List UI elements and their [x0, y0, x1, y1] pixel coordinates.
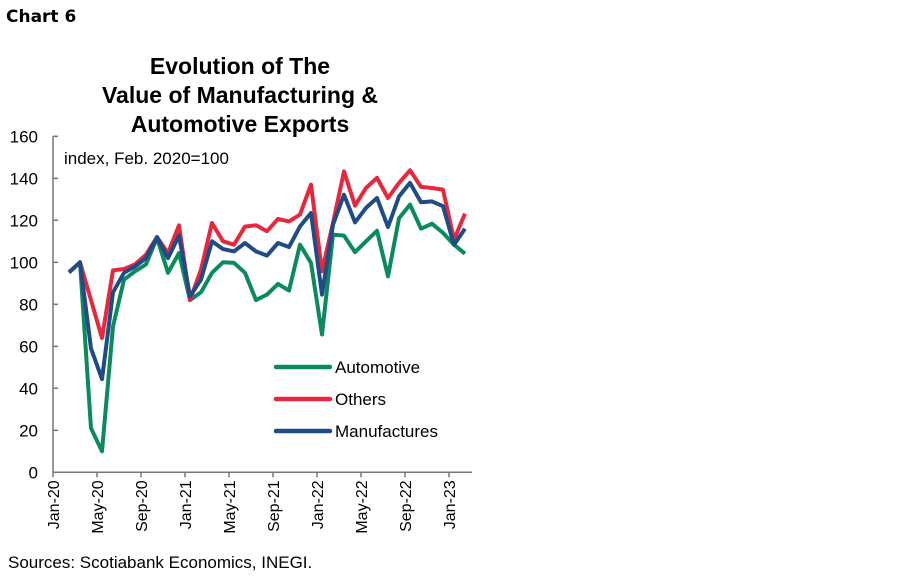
y-tick-label: 80 — [19, 295, 38, 314]
chart-subtitle: index, Feb. 2020=100 — [64, 149, 229, 168]
legend-label: Others — [335, 390, 386, 409]
y-tick-label: 60 — [19, 337, 38, 356]
y-tick-label: 0 — [29, 463, 38, 482]
y-tick-label: 120 — [10, 211, 38, 230]
chart-title: Evolution of The Value of Manufacturing … — [60, 52, 420, 139]
x-tick-label: May-21 — [222, 480, 239, 533]
x-tick-label: Jan-23 — [442, 480, 459, 529]
y-tick-label: 160 — [10, 127, 38, 146]
x-tick-label: Jan-22 — [310, 480, 327, 529]
y-tick-label: 140 — [10, 169, 38, 188]
x-tick-label: Sep-21 — [266, 480, 283, 532]
chart-label: Chart 6 — [6, 7, 77, 27]
legend-label: Manufactures — [335, 422, 438, 441]
chart-title-line: Value of Manufacturing & — [101, 82, 379, 108]
x-tick-label: May-20 — [90, 480, 107, 533]
legend: Automotive Others Manufactures — [273, 358, 438, 441]
series-line-automotive — [67, 202, 467, 454]
x-tick-label: May-22 — [354, 480, 371, 533]
sources-note: Sources: Scotiabank Economics, INEGI. — [8, 553, 313, 572]
series-lines — [67, 168, 467, 454]
x-tick-label: Sep-20 — [134, 480, 151, 532]
chart-title-line: Automotive Exports — [130, 111, 350, 137]
y-tick-label: 20 — [19, 421, 38, 440]
x-tick-label: Sep-22 — [398, 480, 415, 532]
chart-title-line: Evolution of The — [149, 53, 331, 79]
axes: 0 20 40 60 80 100 120 140 160 Jan-20 May-20 Sep-20 J… — [10, 127, 472, 534]
x-tick-label: Jan-21 — [178, 480, 195, 529]
x-tick-label: Jan-20 — [46, 480, 63, 529]
series-line-manufactures — [67, 180, 467, 382]
y-tick-label: 40 — [19, 379, 38, 398]
legend-label: Automotive — [335, 358, 420, 377]
y-tick-label: 100 — [10, 253, 38, 272]
